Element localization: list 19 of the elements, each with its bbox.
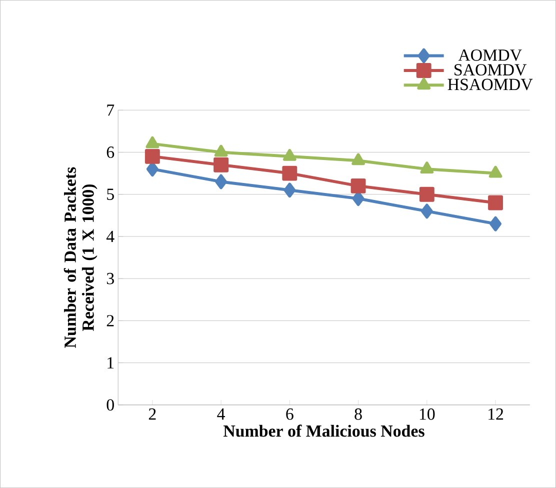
x-tick-label: 6 [286,408,294,420]
legend-label: AOMDV [458,49,522,61]
y-tick-label: 1 [108,357,114,368]
y-tick-label: 2 [106,315,114,326]
legend-label: HSAOMDV [448,78,533,90]
x-tick-label: 10 [420,408,435,420]
x-axis-title: Number of Malicious Nodes [223,424,424,437]
x-tick-label: 8 [354,408,362,420]
y-axis-title: Number of Data Packets Received (1 X 1000) [64,167,98,348]
y-tick-label: 5 [107,188,114,200]
y-tick-label: 4 [106,230,114,242]
legend-label: SAOMDV [454,64,527,76]
x-tick-label: 2 [148,408,156,420]
y-tick-label: 3 [106,272,114,284]
x-tick-label: 12 [488,408,504,420]
y-tick-label: 0 [106,399,114,411]
x-tick-label: 4 [217,408,226,420]
y-tick-label: 7 [107,104,114,116]
y-tick-label: 6 [106,146,114,158]
